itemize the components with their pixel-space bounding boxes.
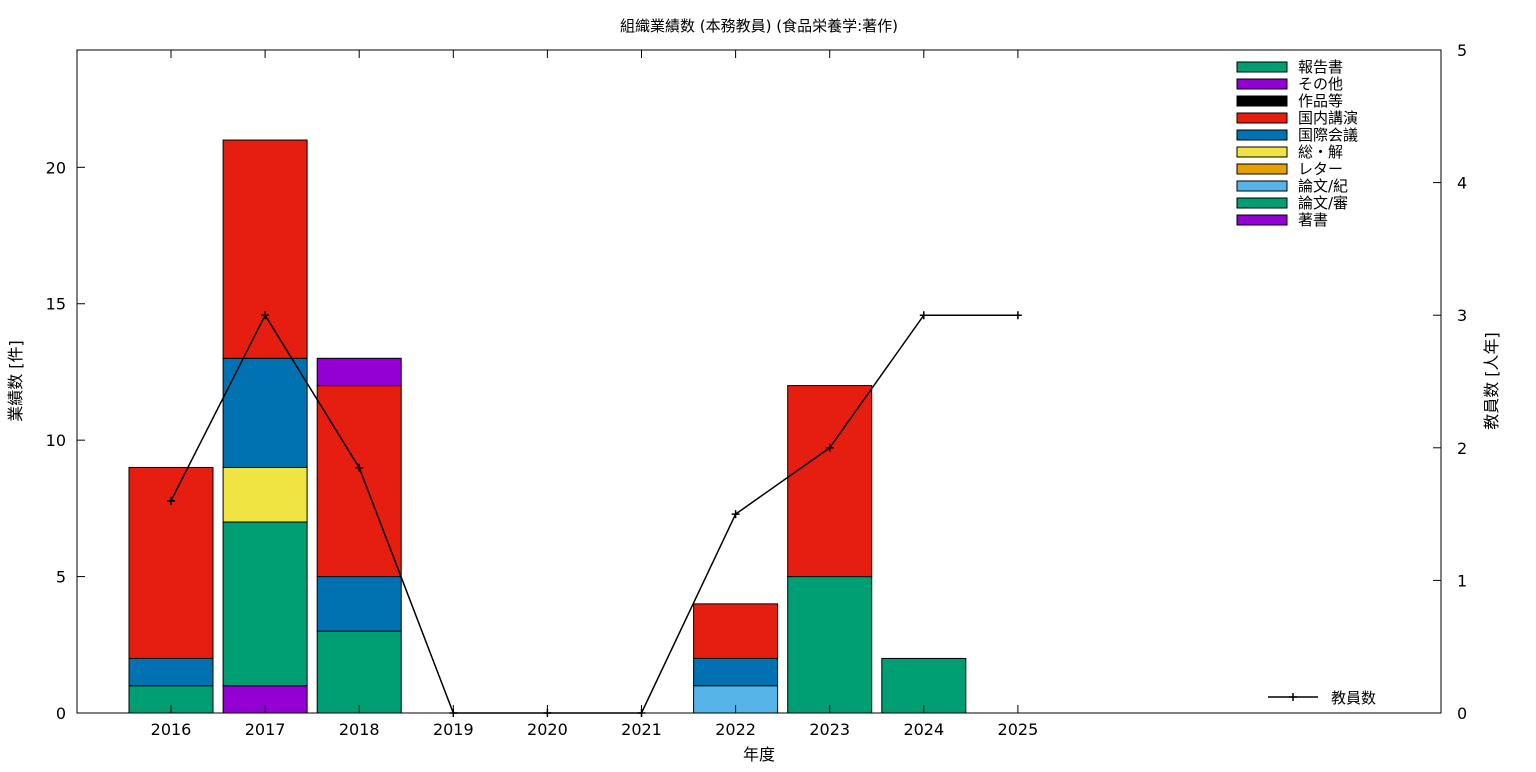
faculty-point-2023 bbox=[825, 443, 834, 452]
bar-2018-series-8 bbox=[316, 357, 402, 387]
line-legend-marker bbox=[1289, 693, 1297, 701]
x-tick-label-2017: 2017 bbox=[245, 720, 286, 739]
legend-swatch-2 bbox=[1236, 95, 1288, 107]
x-tick-label-2022: 2022 bbox=[715, 720, 756, 739]
x-tick-label-2019: 2019 bbox=[433, 720, 474, 739]
legend-label-4: 国際会議 bbox=[1298, 126, 1358, 144]
y2-tick-label-5: 5 bbox=[1457, 41, 1467, 60]
faculty-point-2022 bbox=[731, 510, 740, 519]
legend-swatch-4 bbox=[1236, 129, 1288, 141]
legend-label-3: 国内講演 bbox=[1298, 109, 1358, 127]
legend-swatch-7 bbox=[1236, 180, 1288, 192]
x-tick-label-2018: 2018 bbox=[339, 720, 380, 739]
y-axis-label: 業績数 [件] bbox=[6, 340, 25, 422]
faculty-point-2018 bbox=[355, 463, 364, 472]
y2-axis: 0 1 2 3 4 5 bbox=[1433, 41, 1467, 723]
line-legend-label: 教員数 bbox=[1331, 689, 1376, 707]
legend-swatch-3 bbox=[1236, 112, 1288, 124]
faculty-point-2021 bbox=[637, 709, 646, 717]
bar-2022-series-6 bbox=[693, 603, 779, 659]
bar-2023-series-6 bbox=[787, 385, 873, 578]
line-legend: 教員数 bbox=[1268, 689, 1376, 707]
legend-swatch-9 bbox=[1236, 214, 1288, 226]
y2-tick-label-3: 3 bbox=[1457, 306, 1467, 325]
bars-group bbox=[128, 139, 967, 714]
faculty-point-2025 bbox=[1013, 311, 1022, 320]
legend-swatch-6 bbox=[1236, 163, 1288, 175]
y-tick-label-5: 5 bbox=[56, 568, 66, 587]
faculty-point-2020 bbox=[543, 709, 552, 717]
faculty-point-2024 bbox=[919, 311, 928, 320]
y-tick-label-15: 15 bbox=[46, 295, 66, 314]
bar-2024-series-1 bbox=[881, 657, 967, 714]
legend-label-6: レター bbox=[1298, 160, 1343, 178]
bar-2022-series-5 bbox=[693, 657, 779, 687]
x-tick-label-2023: 2023 bbox=[809, 720, 850, 739]
x-axis: 2016 2017 2018 2019 2020 2021 2022 2023 2024 2025 bbox=[151, 50, 1039, 739]
legend-swatch-0 bbox=[1236, 61, 1288, 73]
faculty-point-2019 bbox=[449, 709, 458, 717]
y2-tick-label-4: 4 bbox=[1457, 174, 1467, 193]
y2-tick-label-0: 0 bbox=[1457, 704, 1467, 723]
y2-axis-label: 教員数 [人年] bbox=[1482, 332, 1501, 430]
legend-swatch-8 bbox=[1236, 197, 1288, 209]
legend-label-1: その他 bbox=[1298, 75, 1343, 93]
bar-2018-series-1 bbox=[316, 630, 402, 714]
legend-label-7: 論文/紀 bbox=[1298, 177, 1348, 195]
y-tick-label-0: 0 bbox=[56, 704, 66, 723]
chart-title: 組織業績数 (本務教員) (食品栄養学:著作) bbox=[620, 17, 898, 35]
legend-swatch-5 bbox=[1236, 146, 1288, 158]
y2-tick-label-2: 2 bbox=[1457, 439, 1467, 458]
bar-2016-series-6 bbox=[128, 466, 214, 659]
bar-2018-series-6 bbox=[316, 385, 402, 578]
y2-tick-label-1: 1 bbox=[1457, 571, 1467, 590]
x-tick-label-2025: 2025 bbox=[998, 720, 1039, 739]
y-tick-label-10: 10 bbox=[46, 431, 66, 450]
faculty-point-2017 bbox=[261, 311, 270, 320]
bar-2017-series-1 bbox=[222, 521, 308, 687]
legend-swatch-1 bbox=[1236, 78, 1288, 90]
legend-label-0: 報告書 bbox=[1298, 58, 1343, 76]
y-tick-label-20: 20 bbox=[46, 158, 66, 177]
bar-2017-series-6 bbox=[222, 139, 308, 359]
faculty-line bbox=[170, 313, 1018, 714]
legend-label-2: 作品等 bbox=[1298, 92, 1343, 110]
faculty-line-group bbox=[167, 311, 1022, 717]
x-tick-label-2024: 2024 bbox=[903, 720, 944, 739]
x-axis-label: 年度 bbox=[743, 745, 775, 764]
x-tick-label-2020: 2020 bbox=[527, 720, 568, 739]
bar-2016-series-5 bbox=[128, 657, 214, 687]
bar-2017-series-4 bbox=[222, 466, 308, 523]
bar-2018-series-5 bbox=[316, 576, 402, 632]
legend-label-5: 総・解 bbox=[1298, 143, 1343, 161]
x-tick-label-2016: 2016 bbox=[151, 720, 192, 739]
faculty-point-2016 bbox=[167, 496, 175, 505]
legend-label-9: 著書 bbox=[1298, 211, 1328, 229]
legend-label-8: 論文/審 bbox=[1298, 194, 1348, 212]
y-axis: 0 5 10 15 20 bbox=[46, 158, 85, 723]
plot-frame bbox=[76, 49, 1442, 714]
bar-2023-series-1 bbox=[787, 576, 873, 714]
x-tick-label-2021: 2021 bbox=[621, 720, 662, 739]
